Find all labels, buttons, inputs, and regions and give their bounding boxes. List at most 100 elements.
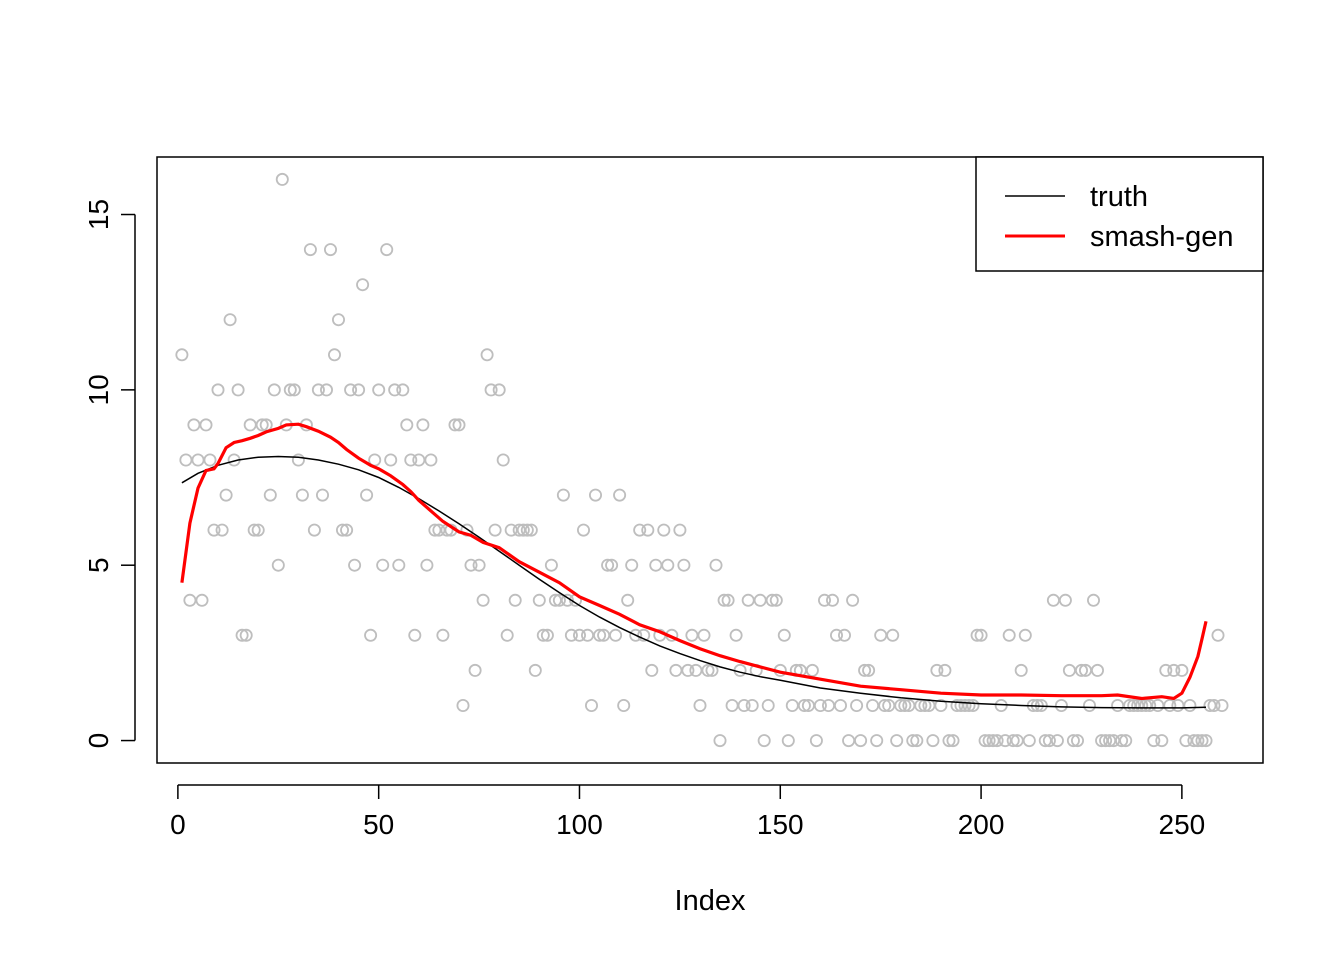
data-point <box>1147 734 1161 748</box>
data-point <box>520 523 534 537</box>
data-point <box>649 558 663 572</box>
data-point <box>540 628 554 642</box>
data-point <box>364 628 378 642</box>
data-point <box>974 628 988 642</box>
data-point <box>1143 699 1157 713</box>
data-point <box>990 734 1004 748</box>
data-point <box>1071 734 1085 748</box>
data-point <box>589 488 603 502</box>
data-point <box>813 699 827 713</box>
data-point <box>605 558 619 572</box>
data-point <box>1187 734 1201 748</box>
data-point <box>1191 734 1205 748</box>
data-point <box>962 699 976 713</box>
data-point <box>1099 734 1113 748</box>
data-point <box>327 348 341 362</box>
data-point <box>323 243 337 257</box>
data-point <box>1119 734 1133 748</box>
data-point <box>231 383 245 397</box>
data-point <box>420 558 434 572</box>
data-point <box>1046 593 1060 607</box>
data-point <box>717 593 731 607</box>
data-point <box>641 523 655 537</box>
data-point <box>693 699 707 713</box>
data-point <box>388 383 402 397</box>
data-point <box>416 418 430 432</box>
data-point <box>1002 628 1016 642</box>
data-point <box>645 663 659 677</box>
data-point <box>617 699 631 713</box>
x-tick-label: 200 <box>958 809 1005 840</box>
data-point <box>480 348 494 362</box>
data-point <box>456 699 470 713</box>
data-point <box>516 523 530 537</box>
data-point <box>496 453 510 467</box>
data-point <box>938 663 952 677</box>
data-point <box>970 628 984 642</box>
data-point <box>191 453 205 467</box>
data-point <box>1163 699 1177 713</box>
data-point <box>404 453 418 467</box>
data-point <box>219 488 233 502</box>
data-point <box>1155 734 1169 748</box>
data-point <box>637 628 651 642</box>
data-point <box>1167 663 1181 677</box>
data-point <box>870 734 884 748</box>
data-point <box>1010 734 1024 748</box>
data-point <box>1062 663 1076 677</box>
data-point <box>239 628 253 642</box>
data-point <box>255 418 269 432</box>
data-point <box>528 663 542 677</box>
data-point <box>781 734 795 748</box>
data-point <box>275 172 289 186</box>
data-point <box>826 593 840 607</box>
data-point <box>982 734 996 748</box>
data-point <box>287 383 301 397</box>
data-point <box>830 628 844 642</box>
data-point <box>685 628 699 642</box>
data-point <box>1171 699 1185 713</box>
data-point <box>677 558 691 572</box>
data-point <box>926 734 940 748</box>
data-point <box>1087 593 1101 607</box>
data-point <box>946 734 960 748</box>
smash-gen-series-line <box>180 422 1208 701</box>
data-point <box>271 558 285 572</box>
x-tick-label: 250 <box>1159 809 1206 840</box>
data-point <box>295 488 309 502</box>
data-point <box>661 558 675 572</box>
data-point <box>737 699 751 713</box>
data-point <box>745 699 759 713</box>
data-point <box>822 699 836 713</box>
data-point <box>195 593 209 607</box>
data-point <box>1207 699 1221 713</box>
data-point <box>556 488 570 502</box>
data-point <box>500 628 514 642</box>
data-point <box>777 628 791 642</box>
data-point <box>818 593 832 607</box>
data-point <box>283 383 297 397</box>
data-point <box>858 663 872 677</box>
data-point <box>585 699 599 713</box>
data-point <box>307 523 321 537</box>
data-point <box>601 558 615 572</box>
data-point <box>484 383 498 397</box>
data-point <box>709 558 723 572</box>
data-point <box>633 523 647 537</box>
data-point <box>215 523 229 537</box>
data-point <box>593 628 607 642</box>
legend-label-smash-gen: smash-gen <box>1090 221 1233 253</box>
data-point <box>319 383 333 397</box>
data-point <box>625 558 639 572</box>
data-point <box>452 418 466 432</box>
data-point <box>331 313 345 327</box>
data-point <box>552 593 566 607</box>
data-point <box>400 418 414 432</box>
y-tick-label: 15 <box>83 199 114 230</box>
data-point <box>303 243 317 257</box>
data-point <box>725 699 739 713</box>
data-point <box>785 699 799 713</box>
data-point <box>251 523 265 537</box>
data-point <box>360 488 374 502</box>
